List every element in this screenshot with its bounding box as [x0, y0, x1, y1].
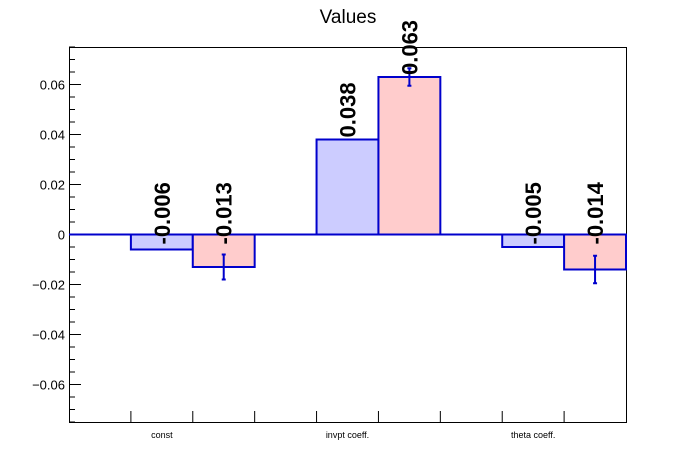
y-tick-label: 0: [58, 228, 65, 243]
bar: [315, 138, 380, 236]
bars: [129, 67, 627, 285]
data-label: -0.005: [521, 182, 546, 244]
x-category-label: invpt coeff.: [326, 430, 369, 440]
data-labels: -0.006 0.038 -0.005 -0.013 0.063 -0.014: [150, 20, 608, 245]
bar: [377, 76, 442, 236]
x-category-label: const: [151, 430, 173, 440]
axis-ticks: [69, 46, 565, 423]
data-label: -0.013: [212, 182, 237, 244]
data-label: -0.014: [583, 181, 608, 244]
x-tick-labels: const invpt coeff. theta coeff.: [151, 430, 555, 440]
y-tick-label: 0.02: [40, 178, 65, 193]
y-tick-label: 0.04: [40, 128, 65, 143]
data-label: -0.006: [150, 182, 175, 244]
y-tick-label: 0.06: [40, 78, 65, 93]
data-label: 0.063: [397, 20, 422, 75]
y-tick-labels: 0.06 0.04 0.02 0 −0.02 −0.04 −0.06: [32, 78, 65, 393]
y-tick-label: −0.06: [32, 378, 65, 393]
data-label: 0.038: [336, 82, 361, 137]
x-category-label: theta coeff.: [511, 430, 555, 440]
y-tick-label: −0.02: [32, 278, 65, 293]
y-tick-label: −0.04: [32, 328, 65, 343]
chart-title: Values: [320, 7, 377, 28]
